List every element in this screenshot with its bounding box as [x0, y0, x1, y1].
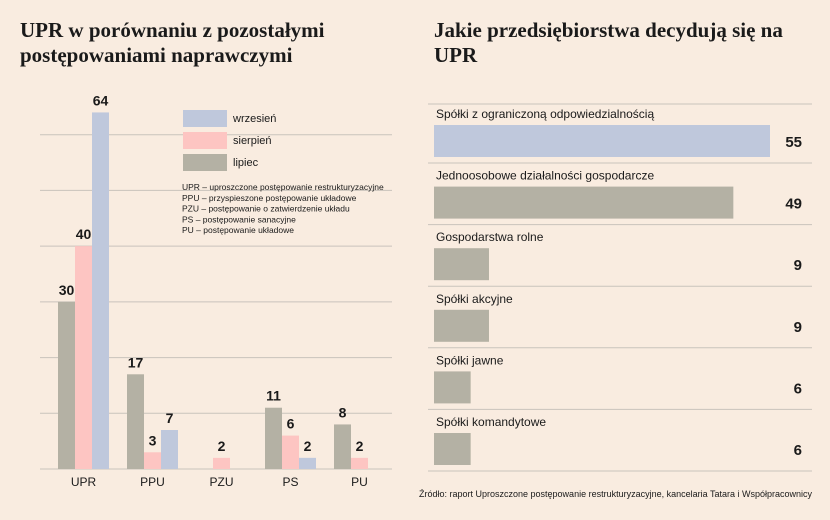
bar-sierpień-ppu [144, 452, 161, 469]
x-tick-label: UPR [71, 475, 97, 489]
data-label: 3 [149, 432, 157, 448]
source-note: Źródło: raport Uproszczone postępowanie … [418, 489, 812, 499]
value-label: 55 [785, 134, 802, 151]
bar-lipiec-ppu [127, 374, 144, 469]
legend-label: sierpień [233, 135, 272, 147]
bar-wrzesień-ppu [161, 430, 178, 469]
bar-wrzesień-ps [299, 457, 316, 469]
data-label: 6 [287, 416, 295, 432]
data-label: 2 [304, 438, 312, 454]
value-label: 49 [785, 196, 802, 213]
bar-row [434, 371, 471, 404]
legend-label: wrzesień [232, 113, 276, 125]
data-label: 40 [76, 226, 92, 242]
bar-row [434, 309, 489, 342]
category-label: Spółki z ograniczoną odpowiedzialnością [436, 107, 654, 121]
category-label: Gospodarstwa rolne [436, 230, 544, 244]
x-tick-label: PU [351, 475, 368, 489]
left-chart-title: UPR w porównaniu z pozostałymi postępowa… [20, 18, 325, 67]
data-label: 2 [218, 438, 226, 454]
abbreviation-note: PPU – przyspieszone postępowanie układow… [182, 193, 357, 203]
legend-swatch-wrzesień [183, 110, 227, 127]
bar-wrzesień-upr [92, 112, 109, 469]
bar-row [434, 433, 471, 465]
value-label: 9 [794, 319, 802, 336]
abbreviation-note: PS – postępowanie sanacyjne [182, 214, 296, 224]
data-label: 64 [93, 92, 109, 108]
data-label: 30 [59, 282, 75, 298]
bar-sierpień-pzu [213, 457, 230, 469]
legend-label: lipiec [233, 157, 259, 169]
bar-lipiec-pu [334, 424, 351, 469]
abbreviation-note: UPR – uproszczone postępowanie restruktu… [182, 182, 384, 192]
legend-swatch-lipiec [183, 154, 227, 171]
bar-row [434, 248, 489, 281]
category-label: Spółki jawne [436, 353, 504, 367]
bar-row [434, 186, 734, 219]
data-label: 7 [166, 410, 174, 426]
data-label: 2 [356, 438, 364, 454]
value-label: 6 [794, 380, 802, 397]
bar-lipiec-ps [265, 407, 282, 469]
abbreviation-note: PU – postępowanie układowe [182, 225, 294, 235]
x-tick-label: PS [282, 475, 298, 489]
legend-swatch-sierpień [183, 132, 227, 149]
bar-sierpień-upr [75, 246, 92, 469]
bar-sierpień-ps [282, 435, 299, 469]
value-label: 9 [794, 257, 802, 274]
abbreviation-note: PZU – postępowanie o zatwierdzenie układ… [182, 204, 350, 214]
x-tick-label: PZU [210, 475, 234, 489]
bar-row [434, 125, 770, 157]
data-label: 8 [339, 404, 347, 420]
right-chart-title: Jakie przedsiębiorstwa decydują się na U… [434, 18, 783, 67]
bar-lipiec-upr [58, 301, 75, 469]
category-label: Jednoosobowe działalności gospodarcze [436, 169, 654, 183]
category-label: Spółki komandytowe [436, 415, 546, 429]
data-label: 17 [128, 354, 144, 370]
value-label: 6 [794, 442, 802, 459]
data-label: 11 [266, 388, 281, 404]
bar-sierpień-pu [351, 457, 368, 469]
x-tick-label: PPU [140, 475, 165, 489]
category-label: Spółki akcyjne [436, 292, 513, 306]
